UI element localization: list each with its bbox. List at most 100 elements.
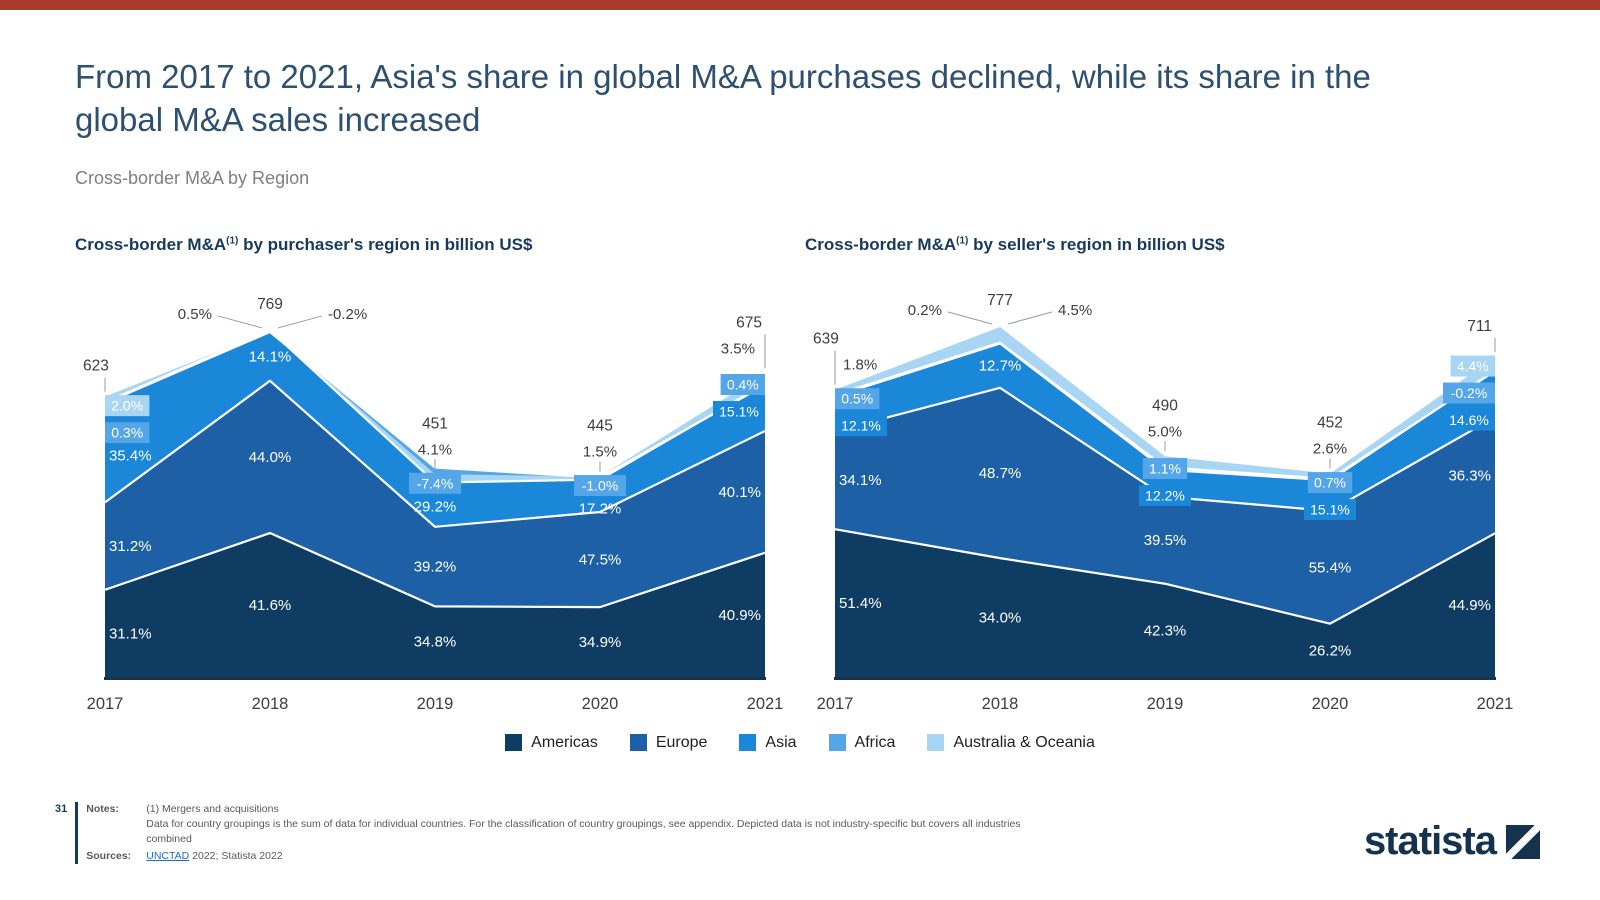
label-box [409, 472, 461, 494]
boxed-label: 1.1% [1149, 460, 1181, 476]
legend-item-americas: Americas [505, 734, 598, 752]
leader-line [947, 311, 993, 325]
page-number: 31 [55, 803, 68, 816]
area-band-asia [835, 343, 1495, 511]
band-label: 35.4% [109, 447, 152, 464]
legend-item-asia: Asia [739, 733, 797, 752]
band-boundary [104, 379, 766, 528]
band-label: 36.3% [1448, 467, 1491, 484]
label-box [1450, 355, 1495, 377]
label-box [105, 394, 150, 416]
year-label: 2018 [982, 695, 1019, 713]
legend-swatch [828, 734, 846, 752]
boxed-label: 15.1% [1310, 501, 1350, 517]
boxed-label: -0.2% [1451, 385, 1488, 401]
year-label: 2019 [417, 695, 454, 713]
band-label: 34.8% [414, 633, 457, 650]
leader-line [217, 315, 263, 329]
year-label: 2020 [1312, 695, 1349, 713]
leader-line [1007, 311, 1053, 325]
seller-region-area-chart: 2017 2018 2019 2020 2021 51.4% 34.0% 42.3% 26.2%… [813, 292, 1514, 713]
band-label: 39.5% [1144, 532, 1187, 549]
legend-swatch [739, 734, 757, 752]
callout-label: 1.5% [583, 443, 617, 460]
total-label: 623 [83, 357, 109, 374]
band-label: 29.2% [414, 498, 457, 515]
band-label: 12.7% [979, 357, 1022, 374]
boxed-label: 2.0% [111, 397, 143, 413]
band-label: 17.2% [579, 500, 622, 517]
band-label: 34.1% [839, 472, 882, 489]
area-band-americas [835, 528, 1495, 677]
callout-label: 4.5% [1058, 302, 1092, 319]
band-label: 34.0% [979, 609, 1022, 626]
purchaser-region-area-chart: 2017 2018 2019 2020 2021 31.1% 41.6% 34.8% 34.9%… [83, 296, 783, 713]
label-box [835, 415, 887, 437]
boxed-label: -1.0% [582, 477, 619, 493]
legend-label: Africa [854, 733, 896, 751]
statista-logo: statista [1364, 819, 1540, 864]
band-label: 51.4% [839, 595, 882, 612]
legend-swatch [927, 734, 945, 752]
leader-line [277, 315, 323, 329]
label-box [1139, 484, 1191, 506]
chart-legend: Americas Europe Asia Africa Australia & Ocea… [75, 734, 1525, 752]
callout-label: 1.8% [843, 357, 877, 374]
seller-chart-block: Cross-border M&A(1) by seller's region i… [805, 235, 1525, 732]
callout-label: 4.1% [418, 441, 452, 458]
label-box [1307, 471, 1353, 493]
purchaser-chart-block: Cross-border M&A(1) by purchaser's regio… [75, 235, 795, 732]
label-box [713, 400, 765, 422]
total-label: 452 [1317, 414, 1343, 431]
band-label: 41.6% [249, 597, 292, 614]
chart-title-text: by purchaser's region in billion US$ [238, 234, 533, 254]
band-label: 55.4% [1309, 559, 1352, 576]
legend-swatch [505, 734, 523, 752]
legend-item-europe: Europe [629, 733, 708, 752]
notes-text: (1) Mergers and acquisitions Data for co… [146, 802, 1066, 846]
band-label: 40.9% [718, 607, 761, 624]
footer: 31 Notes: (1) Mergers and acquisitions D… [55, 802, 1540, 864]
legend-item-africa: Africa [828, 733, 896, 752]
callout-label: -0.2% [328, 306, 367, 323]
sources-text: UNCTAD 2022; Statista 2022 [146, 849, 1066, 864]
year-label: 2020 [582, 695, 619, 713]
page-title: From 2017 to 2021, Asia's share in globa… [75, 58, 1371, 138]
boxed-label: 4.4% [1457, 358, 1489, 374]
boxed-label: 12.2% [1145, 487, 1185, 503]
total-label: 639 [813, 331, 839, 348]
label-box [835, 388, 880, 410]
label-box [105, 421, 150, 443]
label-box [1304, 498, 1356, 520]
total-label: 769 [257, 296, 283, 313]
area-band-europe [105, 380, 765, 607]
band-label: 31.2% [109, 538, 152, 555]
legend-label: Europe [655, 733, 708, 751]
chart-title-text: Cross-border M&A [805, 234, 957, 254]
legend-label: Australia & Oceania [953, 733, 1095, 751]
band-label: 40.1% [718, 484, 761, 501]
band-label: 44.9% [1448, 597, 1491, 614]
purchaser-chart-title: Cross-border M&A(1) by purchaser's regio… [75, 235, 795, 255]
year-label: 2018 [252, 695, 289, 713]
legend-label: Asia [765, 733, 797, 751]
statista-wordmark: statista [1363, 819, 1497, 863]
chart-title-text: Cross-border M&A [75, 234, 227, 254]
year-label: 2021 [1477, 695, 1514, 713]
label-box [1142, 457, 1188, 479]
callout-label: 0.2% [908, 302, 942, 319]
boxed-label: 0.4% [727, 376, 759, 392]
band-label: 44.0% [249, 449, 292, 466]
band-label: 34.9% [579, 634, 622, 651]
total-label: 675 [736, 314, 762, 331]
callout-label: 3.5% [721, 340, 755, 357]
label-box [574, 474, 626, 496]
band-boundary [834, 527, 1496, 625]
band-label: 48.7% [979, 465, 1022, 482]
total-label: 451 [422, 415, 448, 432]
slide-content: From 2017 to 2021, Asia's share in globa… [0, 56, 1600, 752]
footnote-marker: (1) [226, 235, 239, 247]
band-label: 39.2% [414, 558, 457, 575]
notes-label: Notes: [86, 803, 119, 816]
unctad-link[interactable]: UNCTAD [146, 850, 190, 863]
